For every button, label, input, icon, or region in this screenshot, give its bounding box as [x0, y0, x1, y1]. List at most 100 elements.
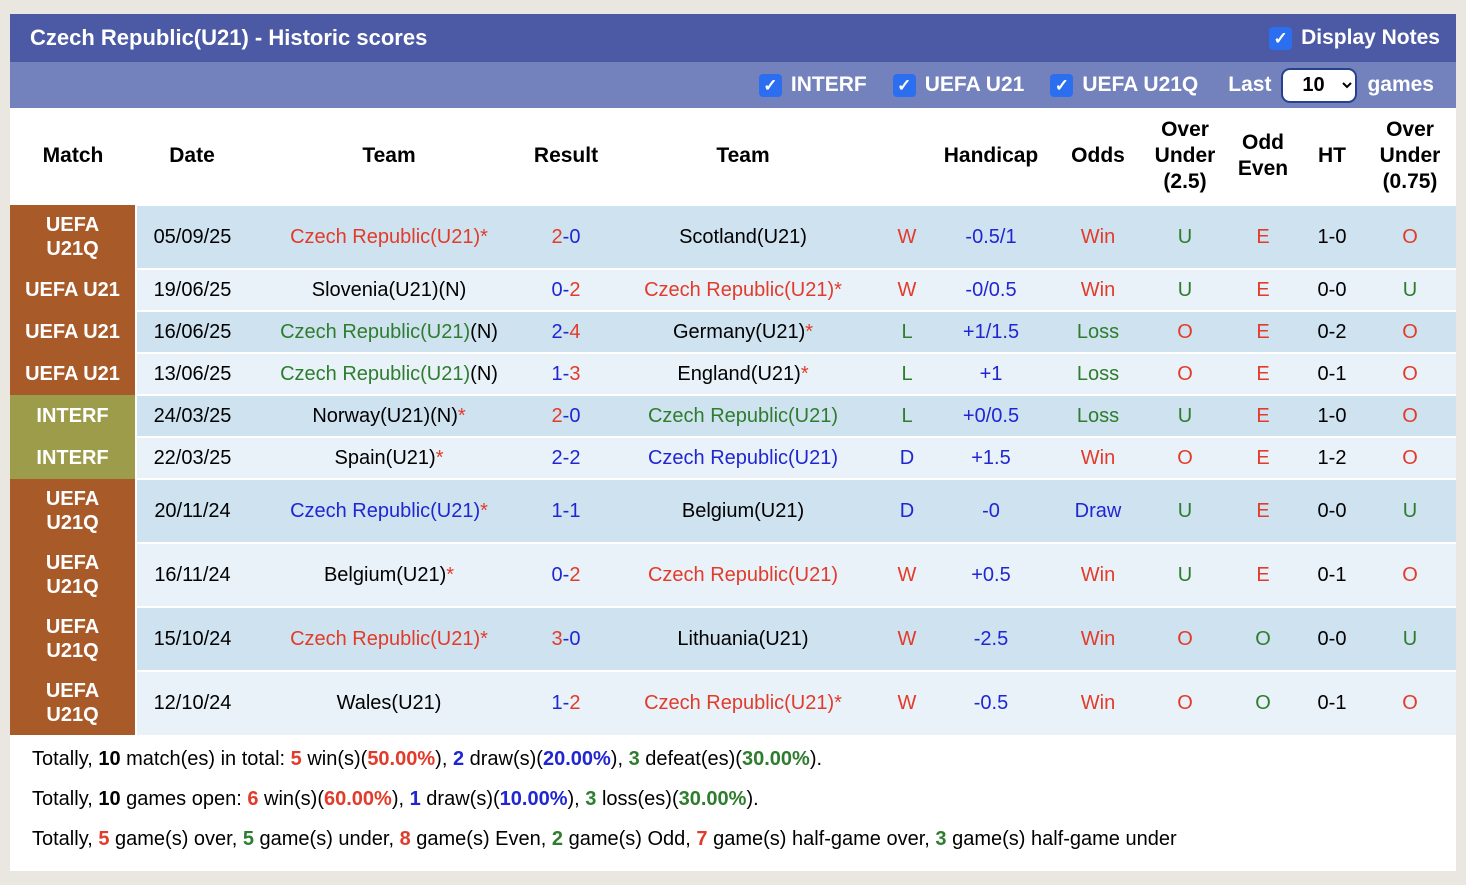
text-segment: Czech Republic(U21) [647, 563, 839, 586]
uefa-u21q-checkbox[interactable] [1050, 73, 1074, 97]
odd-even: E [1226, 310, 1300, 353]
half-time-score: 1-0 [1300, 204, 1364, 269]
column-header-ht: HT [1300, 108, 1364, 205]
result-letter: L [884, 310, 930, 353]
text-segment: - [562, 627, 570, 650]
over-under-2-5: O [1144, 606, 1226, 671]
match-date: 22/03/25 [136, 436, 248, 479]
table-row: UEFA U21 16/06/25 Czech Republic(U21)(N) 2-… [10, 310, 1456, 353]
text-segment: 5 [290, 748, 302, 770]
column-header-handicap: Handicap [930, 108, 1052, 205]
table-row: INTERF 24/03/25 Norway(U21)(N)* 2-0 Czech Re… [10, 394, 1456, 437]
text-segment: - [562, 404, 570, 427]
text-segment: 8 [399, 828, 411, 850]
text-segment: (N) [438, 278, 467, 301]
text-segment: Totally, [32, 788, 99, 810]
table-row: UEFA U21Q 05/09/25 Czech Republic(U21)* 2-0 S… [10, 204, 1456, 269]
odds-result: Win [1052, 606, 1144, 671]
uefa-u21-checkbox[interactable] [892, 73, 916, 97]
text-segment: 50.00% [367, 748, 436, 770]
column-header-away-team: Team [602, 108, 884, 205]
home-team: Wales(U21) [248, 670, 530, 735]
home-team: Czech Republic(U21)* [248, 606, 530, 671]
text-segment: Norway(U21) [312, 404, 431, 427]
away-team: Lithuania(U21) [602, 606, 884, 671]
text-segment: * [480, 627, 488, 650]
summary-line: Totally, 10 games open: 6 win(s)(60.00%)… [10, 779, 1456, 819]
interf-checkbox[interactable] [758, 73, 782, 97]
result-letter: L [884, 352, 930, 395]
result-letter: W [884, 670, 930, 735]
over-under-2-5: O [1144, 436, 1226, 479]
text-segment: Totally, [32, 828, 99, 850]
text-segment: - [562, 563, 570, 586]
competition-badge: UEFA U21 [10, 353, 137, 395]
text-segment: 10.00% [499, 788, 568, 810]
scores-table: Match Date Team Result Team Handicap Odds Over U… [10, 108, 1456, 735]
text-segment: ), [610, 748, 629, 770]
odd-even: O [1226, 606, 1300, 671]
half-time-score: 0-1 [1300, 670, 1364, 735]
text-segment: Czech Republic(U21) [280, 320, 471, 343]
odds-result: Loss [1052, 352, 1144, 395]
text-segment: 2 [569, 563, 581, 586]
odd-even: E [1226, 478, 1300, 543]
text-segment: * [805, 320, 814, 343]
odds-result: Win [1052, 268, 1144, 311]
half-time-score: 1-0 [1300, 394, 1364, 437]
table-row: UEFA U21 13/06/25 Czech Republic(U21)(N) 1-… [10, 352, 1456, 395]
text-segment: 30.00% [678, 788, 747, 810]
text-segment: 20.00% [542, 748, 611, 770]
table-row: UEFA U21Q 12/10/24 Wales(U21) 1-2 Czech Repub… [10, 670, 1456, 735]
display-notes-checkbox[interactable] [1269, 26, 1293, 50]
handicap-value: -0 [930, 478, 1052, 543]
text-segment: 2 [569, 692, 581, 714]
home-team: Czech Republic(U21)(N) [248, 352, 530, 395]
text-segment: Czech Republic(U21) [647, 446, 839, 469]
competition-badge: INTERF [10, 437, 137, 479]
text-segment: ), [391, 788, 410, 810]
text-segment: 5 [98, 828, 110, 850]
handicap-value: +0.5 [930, 542, 1052, 607]
half-time-score: 0-2 [1300, 310, 1364, 353]
text-segment: 2 [569, 278, 581, 301]
text-segment: Czech Republic(U21) [290, 627, 481, 650]
text-segment: (N) [470, 362, 498, 385]
text-segment: draw(s)( [420, 788, 500, 810]
text-segment: 2 [551, 828, 564, 850]
over-under-2-5: U [1144, 268, 1226, 311]
page-title: Czech Republic(U21) - Historic scores [30, 25, 428, 50]
column-header-over-under-2-5: Over Under (2.5) [1144, 108, 1226, 205]
table-header-row: Match Date Team Result Team Handicap Odds Over U… [10, 108, 1456, 205]
odd-even: E [1226, 268, 1300, 311]
away-team: Czech Republic(U21) [602, 394, 884, 437]
text-segment: * [457, 404, 466, 427]
text-segment: 6 [247, 788, 259, 810]
text-segment: Spain(U21) [334, 446, 436, 469]
text-segment: Czech Republic(U21) [280, 362, 471, 385]
odd-even: O [1226, 670, 1300, 735]
odds-result: Win [1052, 436, 1144, 479]
column-header-match: Match [10, 108, 136, 205]
result-letter: W [884, 268, 930, 311]
column-header-wld [884, 108, 930, 205]
match-date: 13/06/25 [136, 352, 248, 395]
result-letter: D [884, 436, 930, 479]
over-under-0-75: O [1364, 436, 1456, 479]
text-segment: 2 [452, 748, 465, 770]
text-segment: * [834, 278, 842, 301]
competition-filter-uefa-u21: UEFA U21 [892, 73, 1024, 97]
last-games-select[interactable]: 10 [1281, 67, 1358, 103]
text-segment: ), [567, 788, 586, 810]
text-segment: 5 [242, 828, 254, 850]
competition-badge: UEFA U21Q [10, 479, 137, 543]
over-under-0-75: O [1364, 542, 1456, 607]
over-under-2-5: O [1144, 310, 1226, 353]
text-segment: Belgium(U21) [681, 499, 805, 522]
half-time-score: 0-1 [1300, 542, 1364, 607]
text-segment: 10 [98, 748, 121, 770]
text-segment: 0 [551, 278, 563, 301]
table-row: UEFA U21Q 15/10/24 Czech Republic(U21)* 3-0 L… [10, 606, 1456, 671]
away-team: England(U21)* [602, 352, 884, 395]
odds-result: Loss [1052, 394, 1144, 437]
